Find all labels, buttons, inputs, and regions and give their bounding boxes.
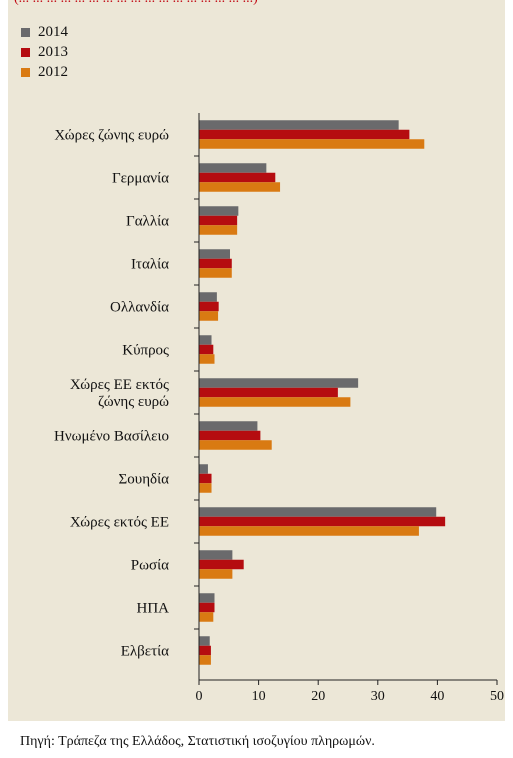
category-label: Γαλλία [126,214,169,230]
bar-2014 [199,636,210,646]
bar-2012 [199,483,212,493]
bar-2012 [199,354,215,364]
bar-2014 [199,249,230,259]
bar-2012 [199,397,351,407]
category-label: ζώνης ευρώ [98,394,169,410]
bar-2014 [199,120,399,130]
bar-2013 [199,602,215,613]
legend-swatch-2014 [21,27,30,37]
legend-swatch-2012 [21,67,30,77]
bar-2013 [199,430,261,441]
legend-label-2014: 2014 [38,23,68,40]
bar-2012 [199,225,238,235]
legend-item-2014: 2014 [21,22,68,42]
legend: 2014 2013 2012 [21,22,68,82]
bar-2014 [199,292,217,302]
bar-2014 [199,421,258,431]
bar-2013 [199,129,410,140]
category-label: Ηνωμένο Βασίλειο [54,429,169,445]
x-tick-label: 30 [371,689,385,704]
x-tick-label: 10 [252,689,266,704]
top-note: (... ... ... ... ... ... ... ... ... ...… [14,0,258,7]
category-label: Ολλανδία [110,300,169,316]
bar-2014 [199,593,215,603]
bar-2012 [199,268,232,278]
chart-panel [8,0,505,721]
bar-2014 [199,335,212,345]
bar-2013 [199,387,338,398]
category-label: Κύπρος [122,343,169,359]
source-note: Πηγή: Τράπεζα της Ελλάδος, Στατιστική ισ… [20,734,375,749]
category-label: Γερμανία [112,171,169,187]
category-label: Χώρες ΕΕ εκτός [70,377,169,393]
legend-swatch-2013 [21,47,30,57]
bar-2012 [199,139,425,149]
legend-item-2013: 2013 [21,42,68,62]
category-label: Ρωσία [131,558,169,574]
bar-2013 [199,172,276,183]
category-label: Χώρες ζώνης ευρώ [54,128,169,144]
category-label: Ιταλία [131,257,169,273]
x-tick-label: 50 [490,689,504,704]
bar-2012 [199,526,419,536]
bar-2014 [199,507,437,517]
bar-2014 [199,163,267,173]
bar-2013 [199,301,219,312]
bar-2012 [199,311,219,321]
legend-label-2012: 2012 [38,63,68,80]
category-label: Ελβετία [121,644,169,660]
bar-2012 [199,655,211,665]
bar-2012 [199,569,233,579]
bar-2013 [199,645,211,656]
bar-2012 [199,612,214,622]
bar-2013 [199,473,212,484]
legend-label-2013: 2013 [38,43,68,60]
category-label: Σουηδία [119,472,170,488]
legend-item-2012: 2012 [21,62,68,82]
x-tick-label: 40 [430,689,444,704]
bar-2014 [199,464,208,474]
bar-2012 [199,182,281,192]
bar-2013 [199,215,238,226]
bar-2013 [199,344,214,355]
x-tick-label: 0 [196,689,203,704]
bar-2013 [199,516,446,527]
bar-2014 [199,206,239,216]
category-label: Χώρες εκτός ΕΕ [70,515,169,531]
x-tick-label: 20 [311,689,325,704]
bar-2013 [199,258,232,269]
bar-2013 [199,559,244,570]
bar-2012 [199,440,272,450]
bar-2014 [199,550,233,560]
category-label: ΗΠΑ [137,601,170,617]
bar-2014 [199,378,359,388]
